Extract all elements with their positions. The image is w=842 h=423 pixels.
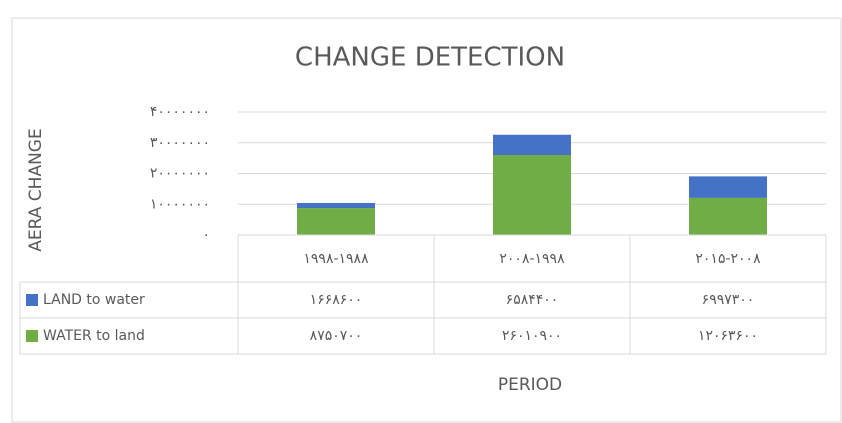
legend-label: LAND to water	[43, 292, 145, 308]
legend-swatch	[26, 330, 38, 342]
x-axis-title: PERIOD	[498, 375, 562, 395]
bar-segment	[689, 176, 767, 198]
y-tick-label: ۰	[202, 227, 210, 243]
x-tick-label: ۲۰۰۸-۱۹۹۸	[499, 251, 565, 267]
bar-segment	[493, 155, 571, 235]
table-value: ۶۵۸۴۴۰۰	[506, 292, 559, 308]
y-tick-label: ۱۰۰۰۰۰۰۰	[150, 196, 210, 212]
table-value: ۸۷۵۰۷۰۰	[310, 328, 363, 344]
x-tick-label: ۲۰۱۵-۲۰۰۸	[695, 251, 761, 267]
legend-label: WATER to land	[43, 328, 145, 344]
chart-title: CHANGE DETECTION	[295, 43, 565, 73]
table-value: ۱۶۶۸۶۰۰	[310, 292, 363, 308]
bar-segment	[297, 208, 375, 235]
bar-segment	[689, 197, 767, 235]
y-tick-label: ۳۰۰۰۰۰۰۰	[150, 135, 210, 151]
legend-swatch	[26, 294, 38, 306]
y-tick-label: ۲۰۰۰۰۰۰۰	[150, 166, 210, 182]
x-tick-label: ۱۹۹۸-۱۹۸۸	[303, 251, 369, 267]
bar-segment	[297, 202, 375, 209]
y-tick-label: ۴۰۰۰۰۰۰۰	[150, 104, 210, 120]
table-value: ۶۹۹۷۳۰۰	[702, 292, 755, 308]
y-axis-title: AERA CHANGE	[26, 128, 46, 251]
table-value: ۱۲۰۶۳۶۰۰	[698, 328, 758, 344]
table-value: ۲۶۰۱۰۹۰۰	[502, 328, 562, 344]
bar-segment	[493, 134, 571, 156]
